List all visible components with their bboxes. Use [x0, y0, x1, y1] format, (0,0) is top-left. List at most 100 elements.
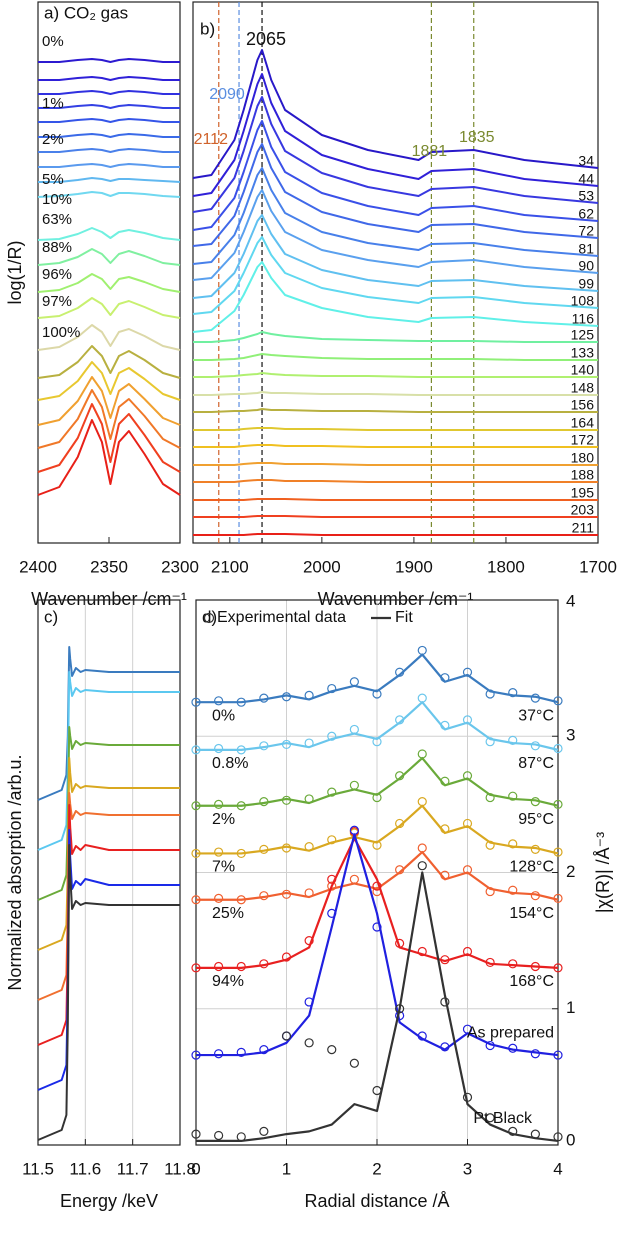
peak-label: 2112 — [194, 131, 229, 148]
series-label: 90 — [578, 258, 594, 274]
annotation: 88% — [42, 239, 72, 256]
fit-line — [196, 833, 559, 1057]
experimental-point — [214, 743, 224, 754]
spectrum-line — [192, 96, 599, 213]
experimental-point — [327, 787, 337, 797]
spectrum-line — [37, 227, 181, 241]
fit-line — [196, 756, 559, 807]
series-label: 81 — [578, 241, 594, 257]
spectrum-line — [192, 214, 599, 299]
spectrum-line — [193, 498, 598, 501]
spectrum-line — [193, 533, 598, 536]
experimental-point — [327, 1045, 337, 1055]
spectrum-line — [192, 73, 599, 197]
y-tick-label: 2 — [566, 862, 575, 881]
spectrum-line — [192, 261, 599, 333]
experimental-point — [349, 677, 359, 687]
x-tick-label: 2350 — [90, 557, 128, 576]
x-tick-label: 2300 — [161, 557, 199, 576]
spectrum-line — [193, 331, 598, 343]
sample-label: 154°C — [509, 905, 554, 922]
panel-title: b) — [200, 19, 215, 38]
x-tick-label: 2100 — [211, 557, 249, 576]
y-axis-label: |χ(R)| /Å⁻³ — [593, 832, 613, 913]
legend-label: Fit — [395, 609, 413, 626]
annotation: 63% — [42, 211, 72, 228]
spectrum-line — [37, 792, 180, 1001]
x-tick-label: 11.7 — [117, 1159, 149, 1178]
composition-label: 0.8% — [212, 755, 248, 772]
spectrum-line — [37, 248, 181, 266]
experimental-point — [417, 645, 427, 656]
peak-label: 1835 — [459, 129, 495, 146]
experimental-point — [214, 847, 224, 857]
experimental-point — [508, 885, 518, 895]
experimental-point — [327, 881, 337, 891]
spectrum-line — [37, 671, 180, 851]
experimental-point — [214, 799, 224, 809]
annotation: 0% — [42, 33, 64, 50]
spectrum-line — [192, 167, 599, 265]
legend-marker — [203, 612, 215, 624]
composition-label: 2% — [212, 811, 235, 828]
x-tick-label: 2000 — [303, 557, 341, 576]
series-label: 148 — [571, 380, 595, 396]
spectrum-line — [38, 133, 180, 138]
series-label: 172 — [571, 432, 595, 448]
experimental-point — [508, 735, 518, 745]
spectrum-line — [37, 191, 181, 198]
annotation: 96% — [42, 266, 72, 283]
series-label: 188 — [571, 467, 595, 483]
spectrum-line — [193, 515, 598, 518]
x-axis-label: Energy /keV — [60, 1191, 158, 1211]
sample-label: 37°C — [518, 707, 554, 724]
sample-label: 168°C — [509, 973, 554, 990]
spectrum-line — [37, 297, 181, 319]
annotation: 97% — [42, 293, 72, 310]
series-label: 116 — [572, 311, 595, 327]
annotation: 100% — [42, 324, 80, 341]
spectrum-line — [192, 49, 599, 179]
series-label: 99 — [578, 276, 594, 292]
spectrum-line — [193, 427, 598, 431]
composition-label: 94% — [212, 973, 244, 990]
experimental-point — [327, 731, 337, 741]
spectrum-line — [37, 324, 181, 351]
experimental-point — [259, 1126, 269, 1136]
series-label: 44 — [578, 171, 594, 187]
annotation: 2% — [42, 131, 64, 148]
series-label: 108 — [571, 293, 595, 309]
fit-line — [196, 804, 559, 855]
spectrum-line — [38, 177, 181, 183]
spectrum-line — [38, 58, 180, 63]
x-tick-label: 2 — [372, 1159, 381, 1178]
fit-line — [196, 837, 559, 969]
experimental-point — [508, 839, 518, 849]
spectrum-line — [192, 120, 599, 231]
spectrum-line — [37, 844, 180, 1141]
panel-frame — [37, 1, 181, 544]
experimental-point — [508, 959, 518, 969]
panel-title: c) — [44, 607, 58, 626]
series-label: 125 — [571, 327, 595, 343]
experimental-point — [191, 1129, 201, 1139]
y-tick-label: 1 — [566, 998, 575, 1017]
x-tick-label: 2400 — [19, 557, 57, 576]
composition-label: 0% — [212, 707, 235, 724]
experimental-point — [349, 874, 359, 884]
legend-label: Experimental data — [217, 609, 346, 626]
x-tick-label: 4 — [553, 1159, 562, 1178]
series-label: 133 — [571, 345, 595, 361]
spectrum-line — [193, 391, 598, 396]
experimental-point — [372, 922, 382, 932]
spectrum-line — [192, 143, 599, 247]
experimental-point — [349, 724, 359, 735]
spectrum-line — [38, 118, 180, 123]
annotation: 5% — [42, 171, 64, 188]
sample-label: 128°C — [509, 859, 554, 876]
panel-title: a) CO₂ gas — [44, 3, 128, 22]
experimental-point — [462, 946, 473, 957]
spectrum-line — [37, 829, 180, 1091]
composition-label: 7% — [212, 859, 235, 876]
